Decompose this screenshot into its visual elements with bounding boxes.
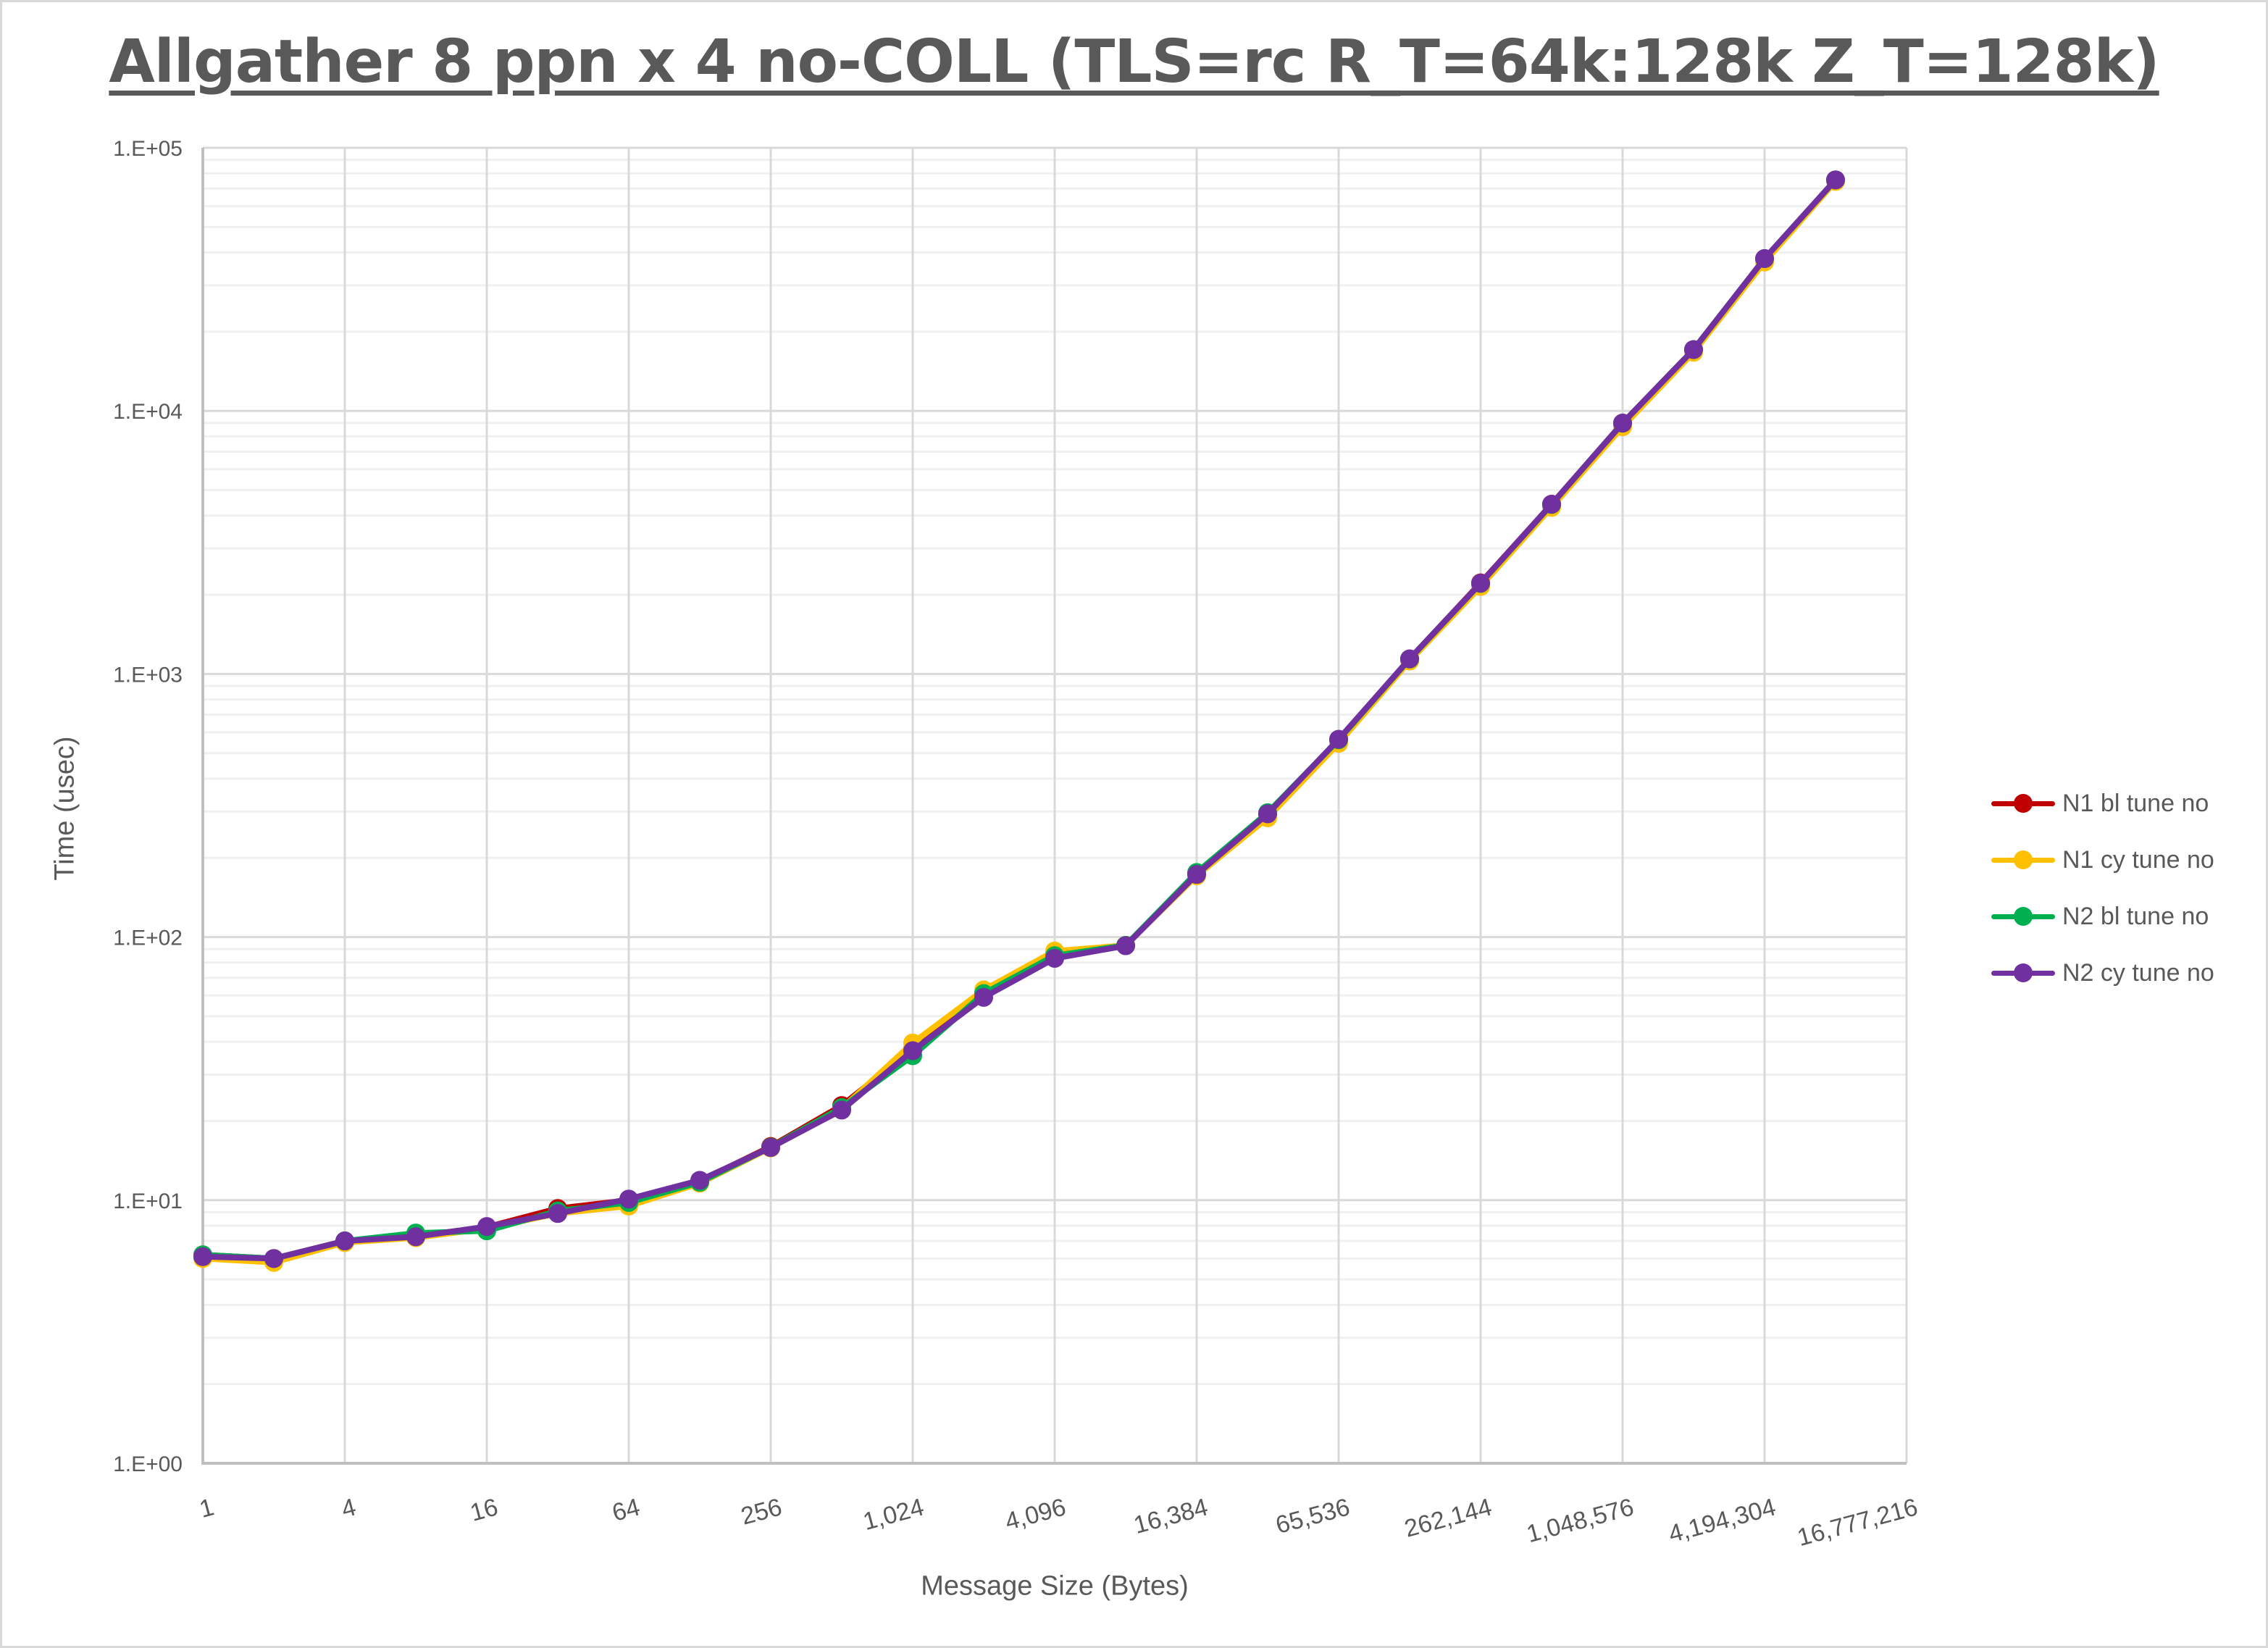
series-n1-cy-tune-no: [193, 172, 1845, 1272]
data-point: [1187, 865, 1206, 884]
data-point: [1116, 936, 1135, 955]
x-axis-title: Message Size (Bytes): [921, 1570, 1189, 1602]
data-point: [690, 1171, 709, 1190]
legend-item-n2-bl: N2 bl tune no: [1988, 888, 2214, 945]
data-point: [832, 1100, 851, 1120]
data-point: [1400, 649, 1419, 669]
y-tick-label: 1.E+05: [113, 137, 183, 161]
data-point: [477, 1217, 496, 1237]
data-point: [903, 1041, 922, 1061]
legend-label: N2 cy tune no: [2062, 958, 2214, 987]
x-tick-label: 65,536: [1273, 1493, 1352, 1539]
data-point: [1542, 495, 1561, 514]
line-marker-icon: [1988, 792, 2058, 814]
x-tick-label: 16,384: [1131, 1493, 1210, 1539]
x-tick-label: 1,048,576: [1524, 1493, 1637, 1548]
legend-item-n2-cy: N2 cy tune no: [1988, 945, 2214, 1001]
x-tick-label: 256: [738, 1493, 785, 1530]
data-point: [1613, 414, 1632, 433]
y-tick-labels: 1.E+00 1.E+01 1.E+02 1.E+03 1.E+04 1.E+05: [113, 137, 183, 1476]
line-marker-icon: [1988, 905, 2058, 927]
x-tick-labels: 1 4 16 64 256 1,024 4,096 16,384 65,536 262,144 1,…: [196, 1493, 1920, 1552]
chart-title: Allgather 8 ppn x 4 no-COLL (TLS=rc R_T=…: [109, 28, 2159, 96]
x-tick-label: 262,144: [1402, 1493, 1495, 1543]
data-point: [335, 1231, 354, 1251]
data-point: [1471, 574, 1490, 593]
data-point: [1258, 804, 1277, 824]
data-point: [1684, 340, 1703, 359]
data-point: [1826, 170, 1845, 190]
data-point: [548, 1204, 567, 1224]
major-gridlines: [203, 146, 1908, 1463]
y-tick-label: 1.E+04: [113, 400, 183, 424]
legend-label: N1 cy tune no: [2062, 845, 2214, 874]
line-marker-icon: [1988, 962, 2058, 984]
legend-label: N1 bl tune no: [2062, 789, 2209, 817]
data-point: [1755, 249, 1774, 269]
legend: N1 bl tune no N1 cy tune no N2 bl tune n…: [1988, 775, 2214, 1001]
x-tick-label: 64: [609, 1493, 643, 1526]
series-n1-bl-tune-no: [193, 170, 1845, 1268]
series-n2-cy-tune-no: [193, 170, 1845, 1268]
x-tick-label: 4,096: [1002, 1493, 1068, 1536]
axes: [201, 148, 1907, 1465]
y-tick-label: 1.E+00: [113, 1452, 183, 1476]
x-tick-label: 16: [467, 1493, 501, 1526]
legend-label: N2 bl tune no: [2062, 902, 2209, 930]
y-tick-label: 1.E+01: [113, 1189, 183, 1213]
data-point: [264, 1249, 283, 1268]
y-tick-label: 1.E+02: [113, 927, 183, 950]
legend-item-n1-bl: N1 bl tune no: [1988, 775, 2214, 832]
x-tick-label: 16,777,216: [1794, 1493, 1920, 1552]
data-point: [406, 1227, 425, 1247]
series-n2-bl-tune-no: [193, 170, 1845, 1268]
data-point: [761, 1138, 780, 1158]
y-tick-label: 1.E+03: [113, 663, 183, 687]
data-point: [974, 987, 993, 1007]
data-point: [1045, 948, 1064, 968]
data-point: [1329, 729, 1348, 749]
data-series: [193, 170, 1845, 1272]
x-tick-label: 1,024: [860, 1493, 926, 1536]
x-tick-label: 1: [196, 1493, 217, 1523]
line-marker-icon: [1988, 849, 2058, 871]
x-tick-label: 4,194,304: [1666, 1493, 1779, 1548]
data-point: [193, 1247, 212, 1266]
x-tick-label: 4: [338, 1493, 359, 1523]
data-point: [619, 1189, 638, 1209]
legend-item-n1-cy: N1 cy tune no: [1988, 832, 2214, 888]
